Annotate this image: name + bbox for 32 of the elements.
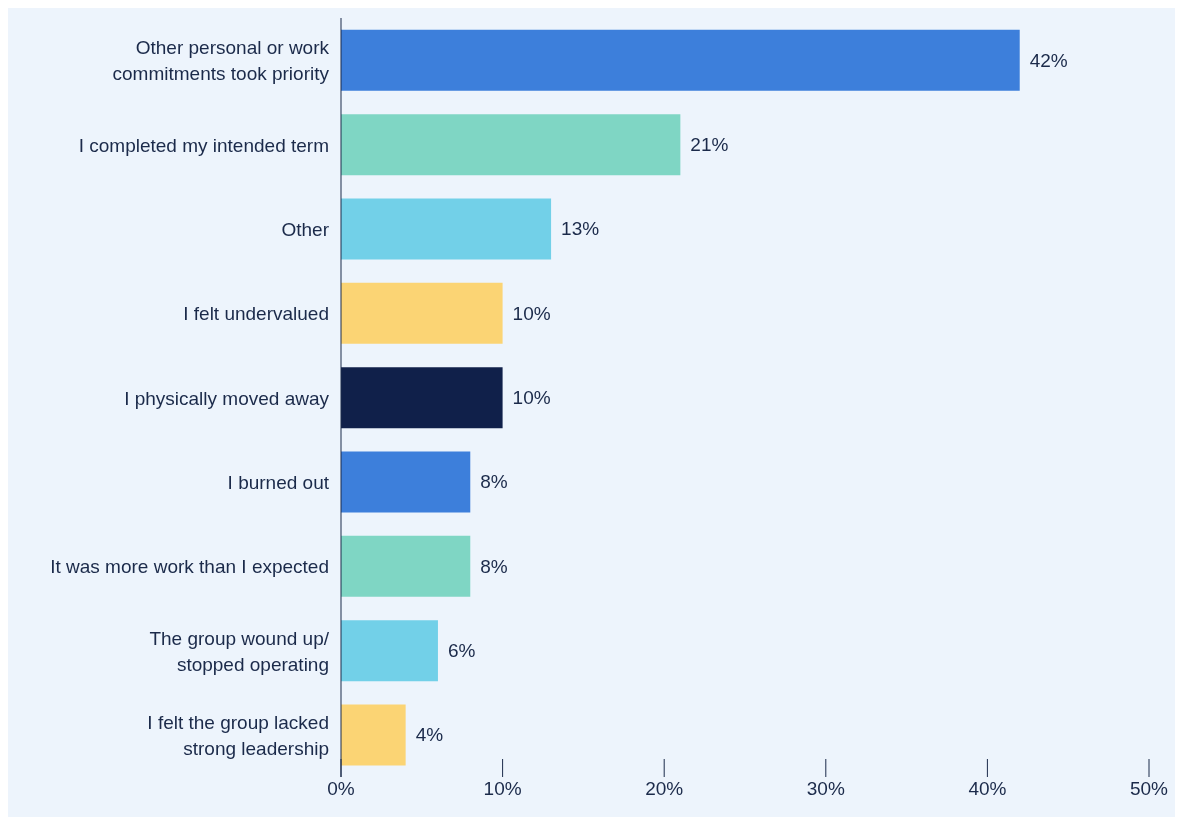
y-tick-label: I completed my intended term <box>78 134 329 155</box>
x-tick-label: 40% <box>968 778 1007 799</box>
y-tick-label: I felt undervalued <box>183 302 329 324</box>
y-tick-label: Other personal or work commitments took priority <box>112 36 330 84</box>
data-label: 21% <box>690 134 729 156</box>
bar <box>341 29 1020 91</box>
x-tick-label: 50% <box>1129 778 1169 799</box>
data-label: 10% <box>512 387 551 409</box>
x-tick-label: 20% <box>645 778 684 799</box>
data-label: 13% <box>561 218 600 240</box>
bar <box>341 282 503 344</box>
bar <box>341 198 552 260</box>
bar <box>341 535 471 597</box>
data-label: 8% <box>480 471 508 493</box>
data-label: 10% <box>512 302 551 324</box>
data-label: 4% <box>415 724 444 746</box>
data-label: 6% <box>447 640 476 662</box>
bar <box>341 451 471 513</box>
bar <box>341 114 681 176</box>
data-label: 8% <box>480 555 508 577</box>
bar <box>341 704 406 766</box>
y-tick-label: I burned out <box>227 471 330 493</box>
data-label: 42% <box>1029 49 1068 71</box>
y-tick-label: It was more work than I expected <box>50 555 329 577</box>
y-tick-label: The group wound up/ stopped operating <box>149 627 330 674</box>
y-tick-label: I felt the group lacked strong leadership <box>147 711 329 759</box>
y-tick-label: I physically moved away <box>124 387 330 408</box>
y-tick-label: Other <box>281 218 330 240</box>
x-tick-label: 30% <box>806 778 845 799</box>
x-tick-label: 0% <box>327 778 355 799</box>
bar <box>341 620 438 682</box>
x-tick-label: 10% <box>483 778 522 799</box>
